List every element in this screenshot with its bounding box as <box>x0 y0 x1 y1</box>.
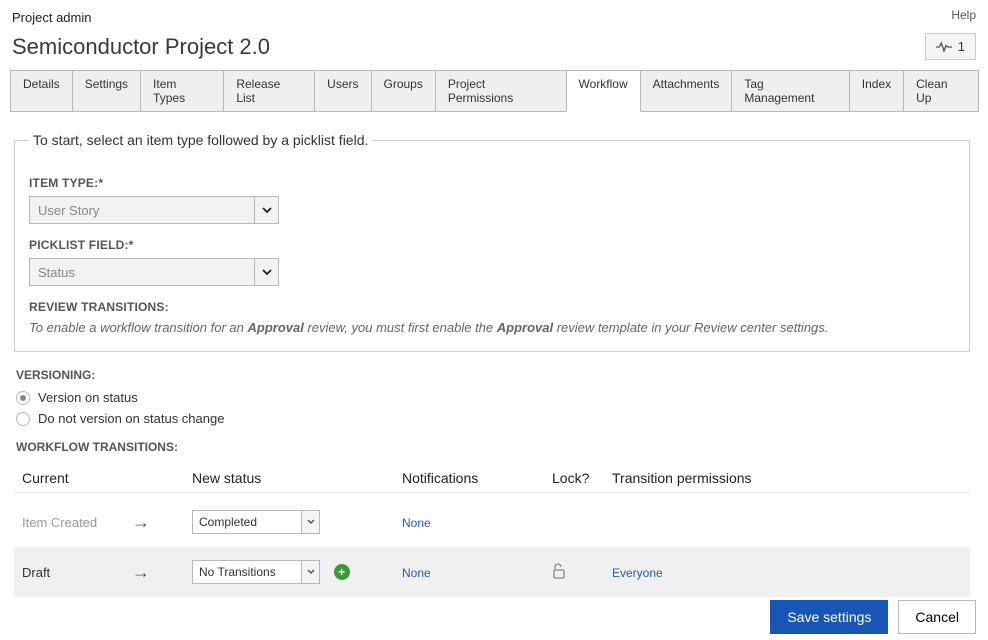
content-area: To start, select an item type followed b… <box>10 111 978 601</box>
start-legend: To start, select an item type followed b… <box>29 132 372 148</box>
notifications-link[interactable]: None <box>402 566 431 580</box>
header-new-status: New status <box>184 464 394 493</box>
activity-count: 1 <box>958 39 965 54</box>
new-status-value: No Transitions <box>193 561 301 583</box>
current-status: Draft <box>14 565 124 580</box>
header-lock: Lock? <box>544 464 604 493</box>
radio-label: Do not version on status change <box>38 411 224 426</box>
radio-label: Version on status <box>38 390 138 405</box>
header-notifications: Notifications <box>394 464 544 493</box>
transitions-table-header: Current New status Notifications Lock? T… <box>14 464 970 493</box>
picklist-field-label: PICKLIST FIELD:* <box>29 238 955 252</box>
tab-project-permissions[interactable]: Project Permissions <box>435 70 567 112</box>
item-type-value: User Story <box>30 197 254 223</box>
tab-attachments[interactable]: Attachments <box>640 70 733 112</box>
help-link[interactable]: Help <box>951 8 976 22</box>
tab-details[interactable]: Details <box>10 70 73 112</box>
unlock-icon[interactable] <box>552 566 566 582</box>
activity-indicator[interactable]: 1 <box>925 33 976 60</box>
table-row: Draft → No Transitions + None Everyone <box>14 547 970 597</box>
tab-index[interactable]: Index <box>849 70 904 112</box>
tab-tag-management[interactable]: Tag Management <box>731 70 849 112</box>
header-permissions: Transition permissions <box>604 464 970 493</box>
picklist-field-select[interactable]: Status <box>29 258 279 286</box>
picklist-field-value: Status <box>30 259 254 285</box>
workflow-transitions-label: WORKFLOW TRANSITIONS: <box>16 440 970 454</box>
tab-clean-up[interactable]: Clean Up <box>903 70 979 112</box>
tab-settings[interactable]: Settings <box>72 70 141 112</box>
do-not-version-radio[interactable]: Do not version on status change <box>16 411 970 426</box>
start-fieldset: To start, select an item type followed b… <box>14 132 970 352</box>
page-header: Project admin Help Semiconductor Project… <box>0 0 988 60</box>
new-status-select[interactable]: Completed <box>192 510 320 534</box>
page-title: Semiconductor Project 2.0 <box>12 34 270 60</box>
chevron-down-icon <box>301 511 319 533</box>
chevron-down-icon <box>254 259 278 285</box>
versioning-label: VERSIONING: <box>16 368 970 382</box>
tab-item-types[interactable]: Item Types <box>140 70 224 112</box>
save-settings-button[interactable]: Save settings <box>770 600 888 634</box>
chevron-down-icon <box>254 197 278 223</box>
permissions-link[interactable]: Everyone <box>612 566 663 580</box>
scroll-area[interactable]: To start, select an item type followed b… <box>10 112 978 601</box>
radio-icon <box>16 391 30 405</box>
tab-bar: DetailsSettingsItem TypesRelease ListUse… <box>0 70 988 112</box>
table-row: Item Created → Completed None <box>14 497 970 547</box>
tab-release-list[interactable]: Release List <box>223 70 315 112</box>
header-current: Current <box>14 464 124 493</box>
item-type-select[interactable]: User Story <box>29 196 279 224</box>
footer-actions: Save settings Cancel <box>770 600 976 634</box>
new-status-select[interactable]: No Transitions <box>192 560 320 584</box>
cancel-button[interactable]: Cancel <box>898 600 976 634</box>
tab-groups[interactable]: Groups <box>371 70 436 112</box>
item-type-label: ITEM TYPE:* <box>29 176 955 190</box>
notifications-link[interactable]: None <box>402 516 431 530</box>
radio-icon <box>16 412 30 426</box>
tab-workflow[interactable]: Workflow <box>566 70 641 112</box>
arrow-icon: → <box>124 562 184 583</box>
activity-icon <box>936 40 952 54</box>
arrow-icon: → <box>124 512 184 533</box>
add-transition-button[interactable]: + <box>334 564 350 580</box>
tab-users[interactable]: Users <box>314 70 371 112</box>
review-transitions-note: To enable a workflow transition for an A… <box>29 320 955 335</box>
review-transitions-label: REVIEW TRANSITIONS: <box>29 300 955 314</box>
version-on-status-radio[interactable]: Version on status <box>16 390 970 405</box>
current-status: Item Created <box>14 515 124 530</box>
chevron-down-icon <box>301 561 319 583</box>
breadcrumb: Project admin <box>12 10 976 25</box>
new-status-value: Completed <box>193 511 301 533</box>
